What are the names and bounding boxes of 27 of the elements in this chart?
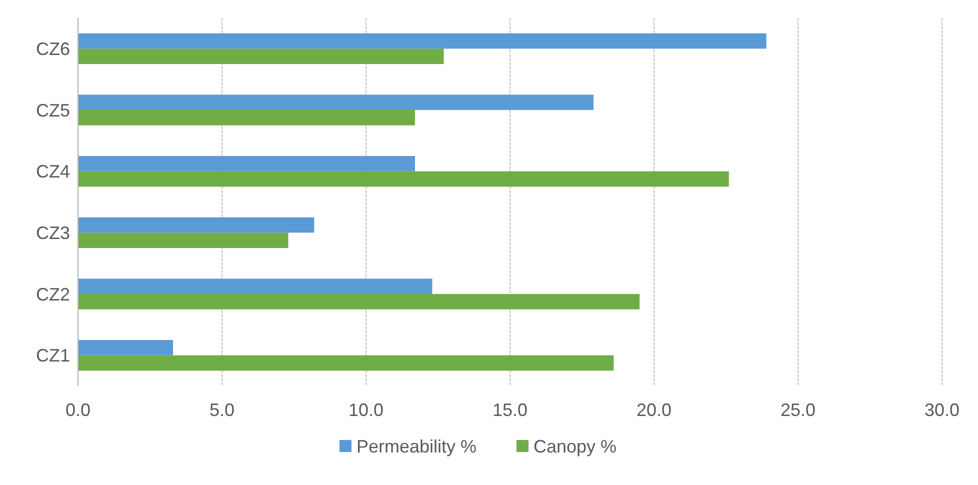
y-tick-label: CZ5	[36, 100, 70, 120]
bar	[78, 217, 314, 233]
x-tick-label: 0.0	[65, 400, 91, 420]
bar	[78, 33, 766, 49]
bar	[78, 171, 729, 187]
bar	[78, 232, 288, 248]
bar	[78, 355, 614, 371]
y-tick-label: CZ1	[36, 346, 70, 366]
x-tick-label: 15.0	[492, 400, 528, 420]
bar	[78, 340, 174, 356]
y-tick-label: CZ3	[36, 222, 70, 243]
bar	[78, 156, 415, 172]
bar	[78, 294, 640, 310]
bar	[78, 110, 415, 126]
x-tick-label: 25.0	[780, 400, 816, 420]
x-tick-label: 10.0	[348, 400, 384, 420]
x-tick-label: 20.0	[636, 400, 672, 420]
bar	[78, 278, 432, 294]
x-tick-label: 5.0	[209, 400, 235, 420]
x-tick-label: 30.0	[924, 400, 960, 420]
y-tick-label: CZ6	[36, 38, 70, 59]
legend-label: Canopy %	[534, 436, 617, 456]
bar	[78, 48, 444, 64]
y-tick-label: CZ4	[36, 162, 70, 182]
legend-label: Permeability %	[356, 436, 477, 456]
y-tick-label: CZ2	[36, 284, 70, 304]
bar	[78, 94, 594, 110]
